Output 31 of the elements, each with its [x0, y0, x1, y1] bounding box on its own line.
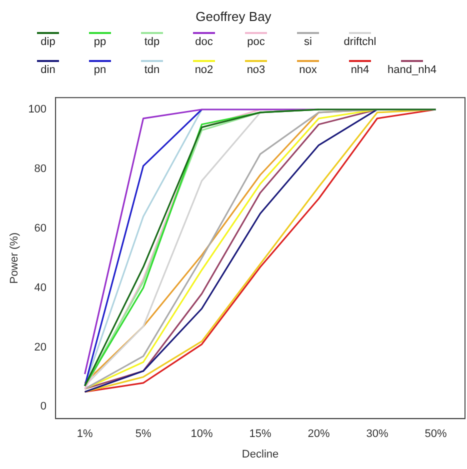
- chart-title: Geoffrey Bay: [194, 9, 272, 24]
- legend-label: no2: [194, 64, 214, 76]
- y-tick-label: 80: [34, 162, 47, 175]
- legend-label: poc: [247, 36, 265, 48]
- legend-label: pn: [94, 64, 106, 76]
- x-tick-label: 15%: [249, 428, 272, 440]
- y-axis-title: Power (%): [8, 232, 21, 284]
- legend-label: doc: [195, 36, 213, 48]
- legend-label: nox: [299, 64, 317, 76]
- y-tick-label: 40: [34, 282, 47, 294]
- y-tick-label: 100: [28, 104, 47, 116]
- legend-label: pp: [94, 36, 106, 48]
- x-tick-label: 20%: [308, 428, 330, 440]
- legend-label: din: [40, 64, 56, 76]
- legend-label: si: [304, 36, 312, 48]
- legend-label: dip: [40, 36, 56, 48]
- legend-label: tdn: [144, 64, 160, 76]
- x-tick-label: 1%: [76, 428, 93, 440]
- legend-label: tdp: [144, 36, 160, 48]
- x-tick-label: 50%: [424, 428, 447, 440]
- x-tick-label: 5%: [135, 428, 152, 440]
- x-tick-label: 10%: [190, 428, 214, 440]
- y-tick-label: 0: [40, 400, 47, 413]
- y-tick-label: 60: [34, 222, 47, 234]
- legend-label: driftchl: [344, 36, 376, 48]
- legend-label: hand_nh4: [388, 64, 436, 76]
- x-tick-label: 30%: [366, 428, 388, 440]
- y-tick-label: 20: [34, 341, 47, 354]
- legend-label: no3: [246, 64, 266, 76]
- legend-label: nh4: [350, 64, 370, 76]
- x-axis-title: Decline: [242, 448, 279, 460]
